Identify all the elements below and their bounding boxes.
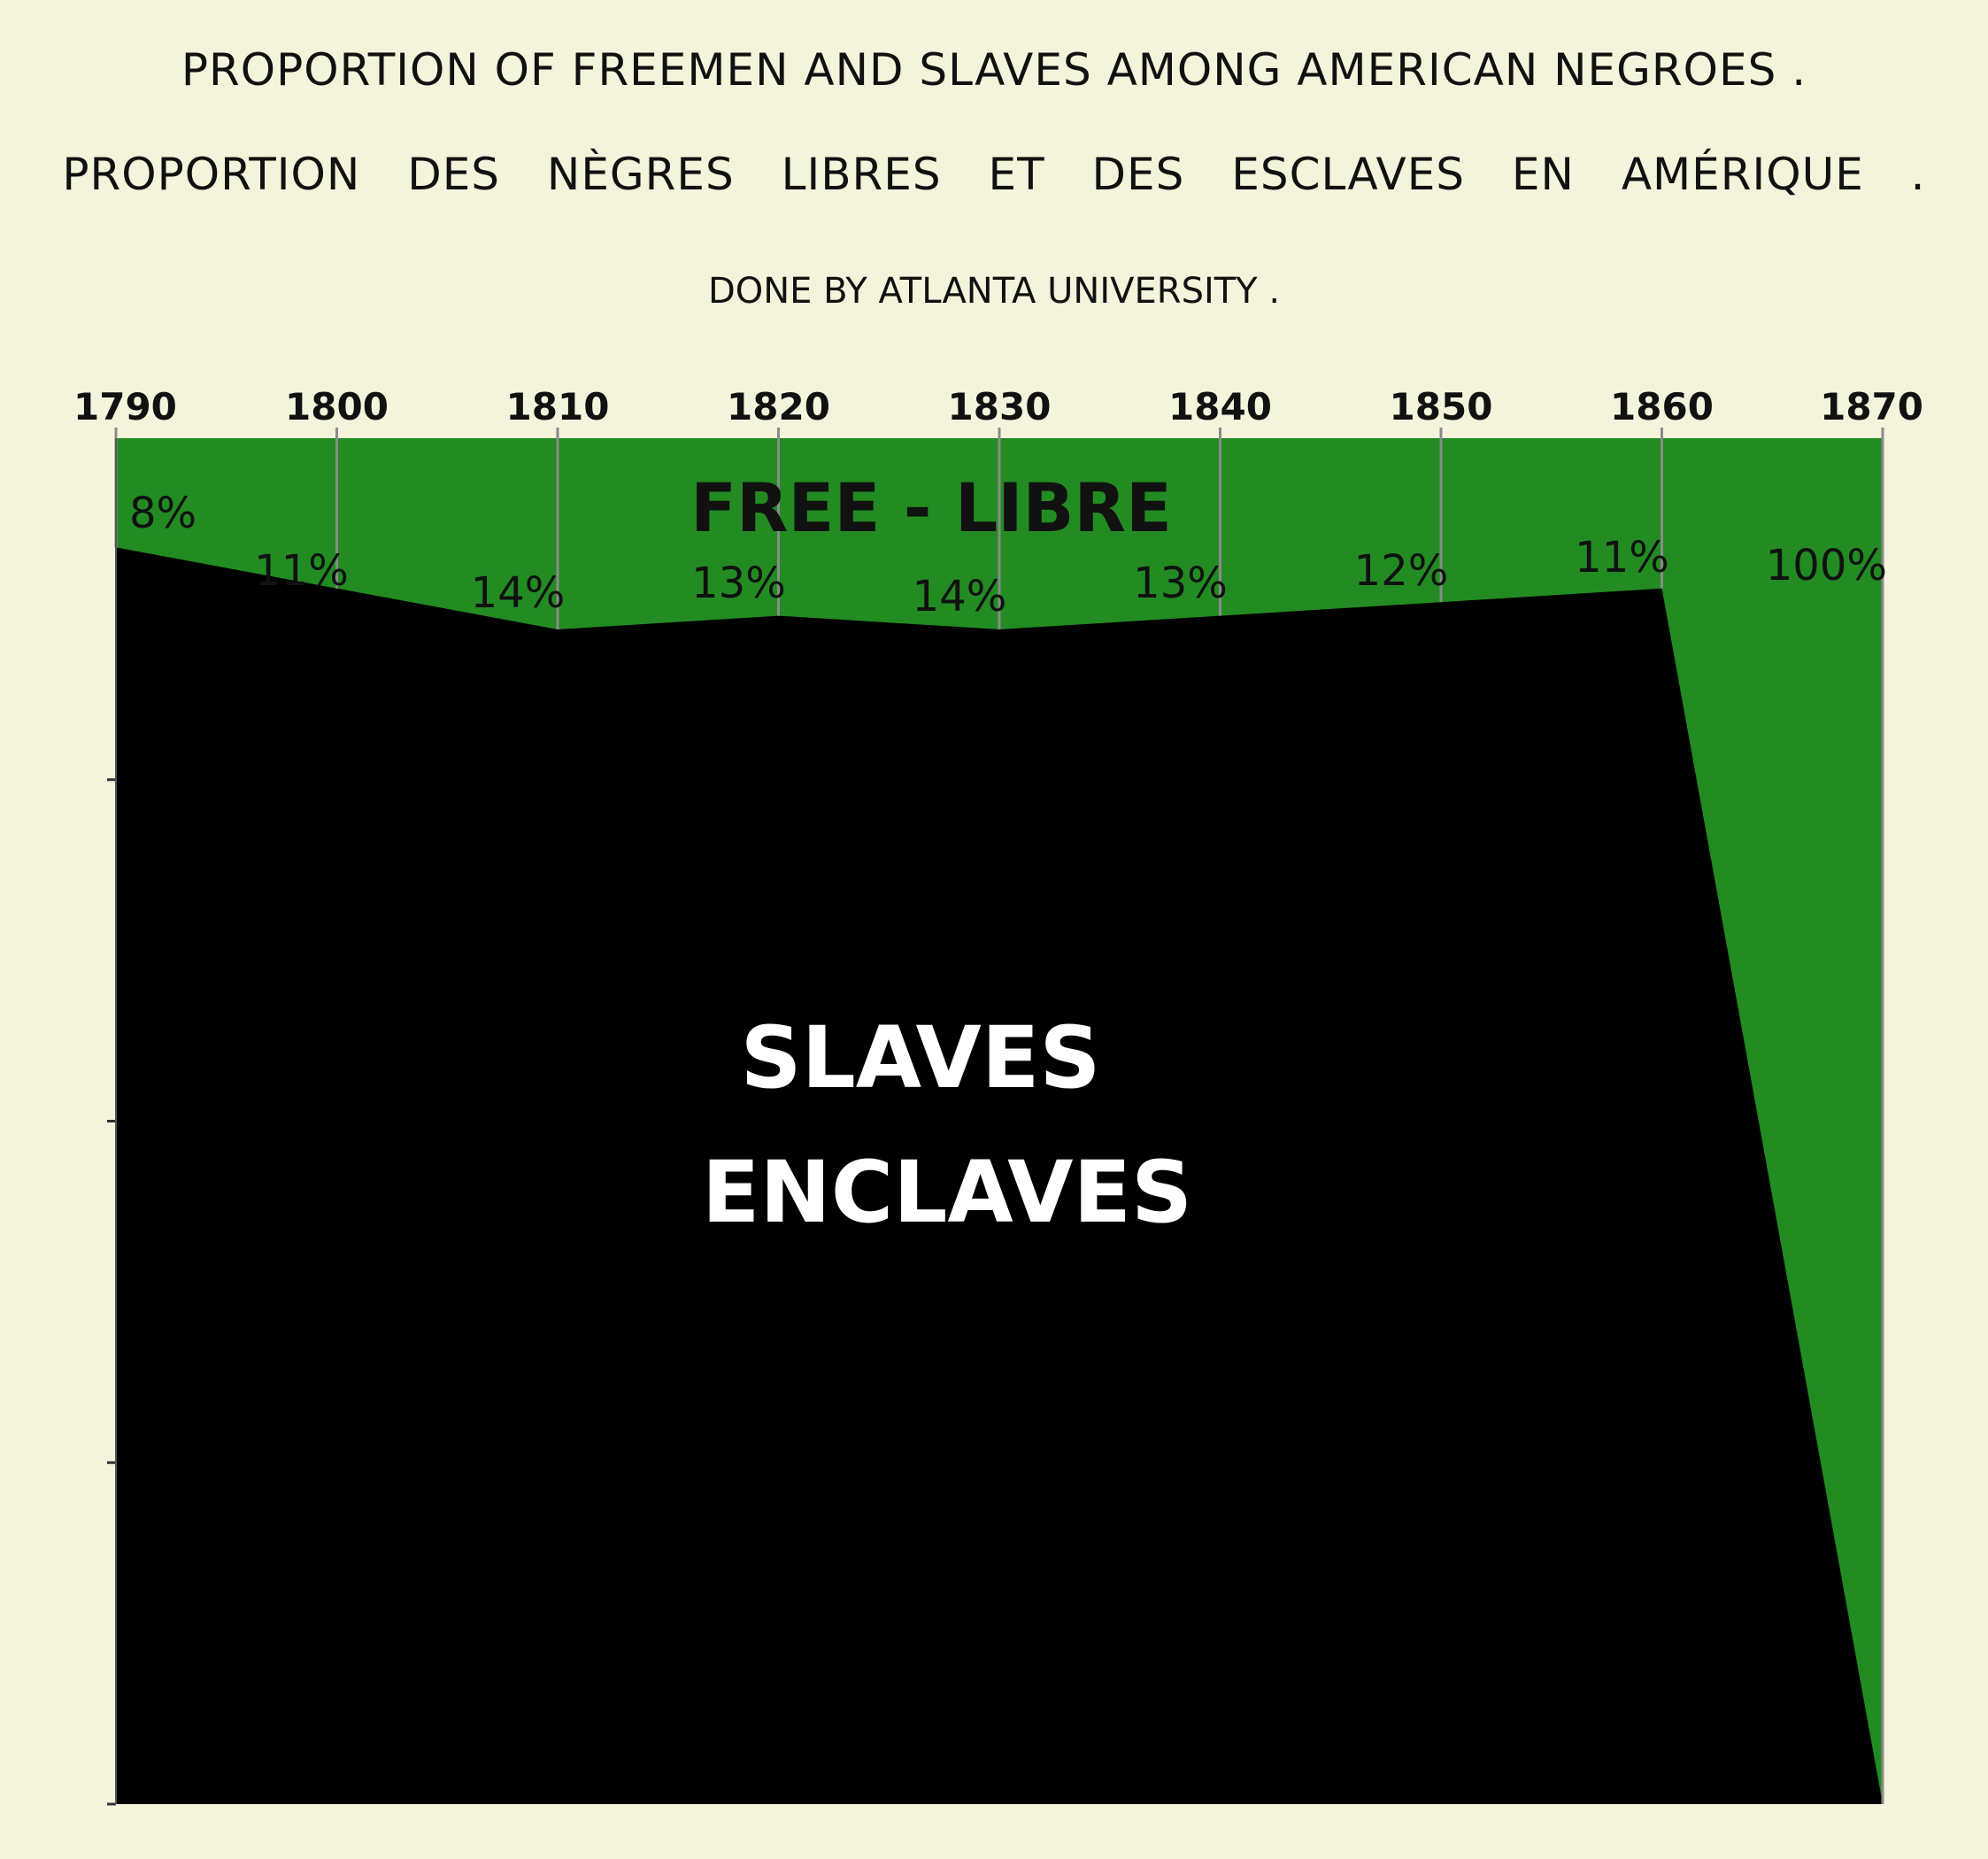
x-tick-label: 1850 <box>1390 385 1493 428</box>
free-percent-label: 13% <box>691 559 786 608</box>
free-percent-label: 100% <box>1766 541 1887 590</box>
free-percent-label: 14% <box>913 572 1007 621</box>
free-percent-label: 12% <box>1354 546 1449 596</box>
x-tick-label: 1790 <box>73 385 177 428</box>
chart-credit: DONE BY ATLANTA UNIVERSITY . <box>707 271 1281 312</box>
x-tick-label: 1830 <box>948 385 1052 428</box>
chart-areas <box>116 438 1883 1804</box>
x-tick-label: 1860 <box>1610 385 1714 428</box>
x-tick-label: 1840 <box>1168 385 1272 428</box>
chart-data-labels: 8% 11% 14% 13% 14% 13% 12% 11% 100% <box>129 489 1887 621</box>
slaves-area-label-line2: ENCLAVES <box>702 1143 1192 1242</box>
chart-x-tick-labels: 1790 1800 1810 1820 1830 1840 1850 1860 1870 <box>73 385 1923 428</box>
chart-y-ticks <box>107 438 117 1806</box>
x-tick-label: 1870 <box>1820 385 1923 428</box>
free-percent-label: 11% <box>1575 533 1669 582</box>
free-percent-label: 11% <box>254 546 349 596</box>
x-tick-label: 1820 <box>727 385 830 428</box>
chart-title-english: PROPORTION OF FREEMEN AND SLAVES AMONG A… <box>181 44 1807 96</box>
free-area-label: FREE - LIBRE <box>690 468 1172 547</box>
slaves-area-label-line1: SLAVES <box>740 1008 1100 1107</box>
free-percent-label: 13% <box>1133 559 1228 608</box>
free-percent-label: 14% <box>471 568 566 618</box>
chart-title-french: PROPORTION DES NÈGRES LIBRES ET DES ESCL… <box>62 149 1926 200</box>
free-percent-label: 8% <box>129 489 196 538</box>
slaves-area <box>116 547 1883 1804</box>
x-tick-label: 1800 <box>285 385 389 428</box>
x-tick-label: 1810 <box>506 385 610 428</box>
